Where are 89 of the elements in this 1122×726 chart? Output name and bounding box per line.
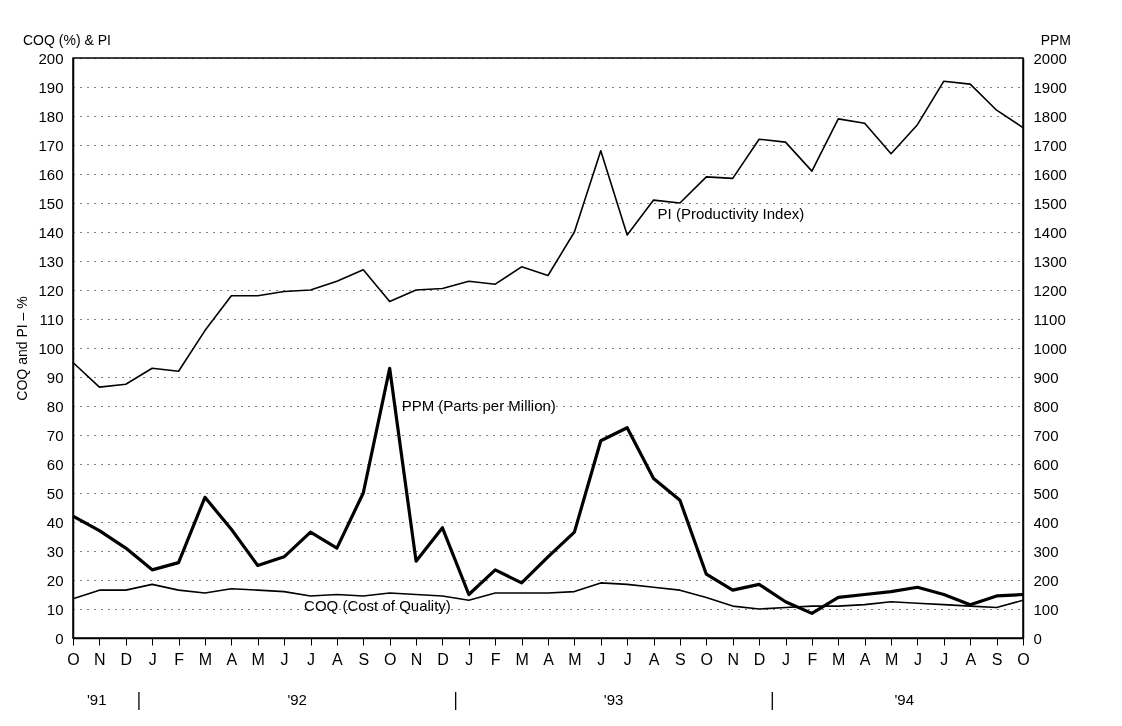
y2-tick-label: 500	[1033, 484, 1059, 502]
x-tick-label: N	[94, 650, 106, 668]
y2-tick-label: 1600	[1033, 165, 1067, 183]
x-tick-label: M	[884, 650, 899, 668]
y2-axis-title: PPM	[1040, 32, 1071, 48]
y-axis-title: COQ and PI – %	[14, 296, 31, 401]
x-tick-label: O	[700, 650, 714, 668]
y2-tick-label: 1100	[1033, 310, 1066, 328]
x-tick-label: F	[807, 650, 818, 668]
x-tick-label: N	[410, 650, 423, 668]
y-tick-label: 70	[46, 426, 64, 444]
y-tick-label: 110	[39, 310, 64, 328]
y2-tick-label: 1900	[1033, 78, 1067, 96]
y-tick-label: 30	[46, 542, 64, 560]
x-tick-label: J	[280, 650, 289, 668]
y-tick-label: 130	[38, 252, 64, 270]
x-tick-label: F	[490, 650, 501, 668]
x-tick-label: A	[965, 650, 977, 668]
x-tick-label: J	[623, 650, 632, 668]
series-label: PI (Productivity Index)	[657, 205, 805, 223]
x-tick-label: J	[148, 650, 157, 668]
y-tick-label: 50	[46, 484, 64, 502]
y2-tick-label: 800	[1033, 397, 1059, 415]
y-tick-label: 60	[46, 455, 64, 473]
y2-tick-label: 1200	[1033, 281, 1067, 299]
x-tick-label: M	[198, 650, 213, 668]
y2-tick-label: 600	[1033, 455, 1059, 473]
y-tick-label: 80	[46, 397, 64, 415]
series-label: COQ (Cost of Quality)	[304, 596, 451, 614]
y-tick-label: 0	[55, 629, 64, 647]
x-tick-label: J	[913, 650, 922, 668]
y-tick-label: 10	[46, 600, 64, 618]
y-tick-label: 180	[38, 107, 64, 125]
x-tick-label: M	[251, 650, 265, 668]
y-tick-label: 190	[38, 78, 64, 96]
x-tick-label: J	[940, 650, 949, 668]
text: '92	[287, 691, 307, 708]
x-tick-label: D	[437, 650, 449, 668]
y-tick-label: 170	[38, 136, 64, 154]
y-tick-label: 140	[38, 223, 64, 241]
x-tick-label: J	[597, 650, 606, 668]
x-tick-label: N	[727, 650, 739, 668]
y-tick-label: 20	[46, 571, 64, 589]
y-tick-label: 200	[38, 49, 64, 67]
x-tick-label: F	[174, 650, 185, 668]
y2-tick-label: 1800	[1033, 107, 1067, 125]
x-tick-label: A	[543, 650, 555, 668]
text: '94	[894, 691, 915, 708]
x-tick-label: J	[307, 650, 315, 668]
y2-tick-label: 700	[1033, 426, 1059, 444]
y-tick-label: 40	[46, 513, 64, 531]
y-tick-label: 90	[46, 368, 64, 386]
x-tick-label: S	[991, 650, 1003, 668]
y-tick-label: 120	[38, 281, 64, 299]
x-tick-label: A	[226, 650, 238, 668]
y2-tick-label: 200	[1033, 571, 1059, 589]
y2-tick-label: 1300	[1033, 252, 1067, 270]
y2-tick-label: 1700	[1033, 136, 1067, 154]
x-tick-label: S	[675, 650, 686, 668]
text: '93	[603, 691, 624, 708]
y2-tick-label: 1500	[1033, 194, 1067, 212]
y2-tick-label: 900	[1033, 368, 1059, 386]
x-tick-label: S	[358, 650, 370, 668]
y-tick-label: 160	[38, 165, 64, 183]
y2-tick-label: 2000	[1033, 49, 1067, 67]
y2-tick-label: 300	[1033, 542, 1059, 560]
x-tick-label: O	[383, 650, 397, 668]
x-tick-label: O	[67, 650, 80, 668]
y-tick-label: 150	[38, 194, 64, 212]
y2-tick-label: 1000	[1033, 339, 1067, 357]
x-tick-label: M	[832, 650, 846, 668]
y2-tick-label: 400	[1033, 513, 1059, 531]
x-tick-label: A	[859, 650, 871, 668]
x-tick-label: D	[120, 650, 133, 668]
series-label: PPM (Parts per Million)	[401, 397, 556, 415]
x-tick-label: O	[1017, 650, 1030, 668]
x-tick-label: A	[648, 650, 660, 668]
x-tick-label: M	[515, 650, 529, 668]
y2-tick-label: 1400	[1033, 223, 1067, 241]
x-tick-label: A	[332, 650, 344, 668]
text: '91	[86, 691, 107, 708]
x-tick-label: J	[782, 650, 790, 668]
x-tick-label: J	[465, 650, 474, 668]
y2-tick-label: 100	[1033, 600, 1059, 618]
text: COQ (%) & PI	[23, 32, 111, 48]
x-tick-label: M	[568, 650, 582, 668]
x-tick-label: D	[753, 650, 766, 668]
y-tick-label: 100	[38, 339, 64, 357]
y2-tick-label: 0	[1033, 629, 1042, 647]
